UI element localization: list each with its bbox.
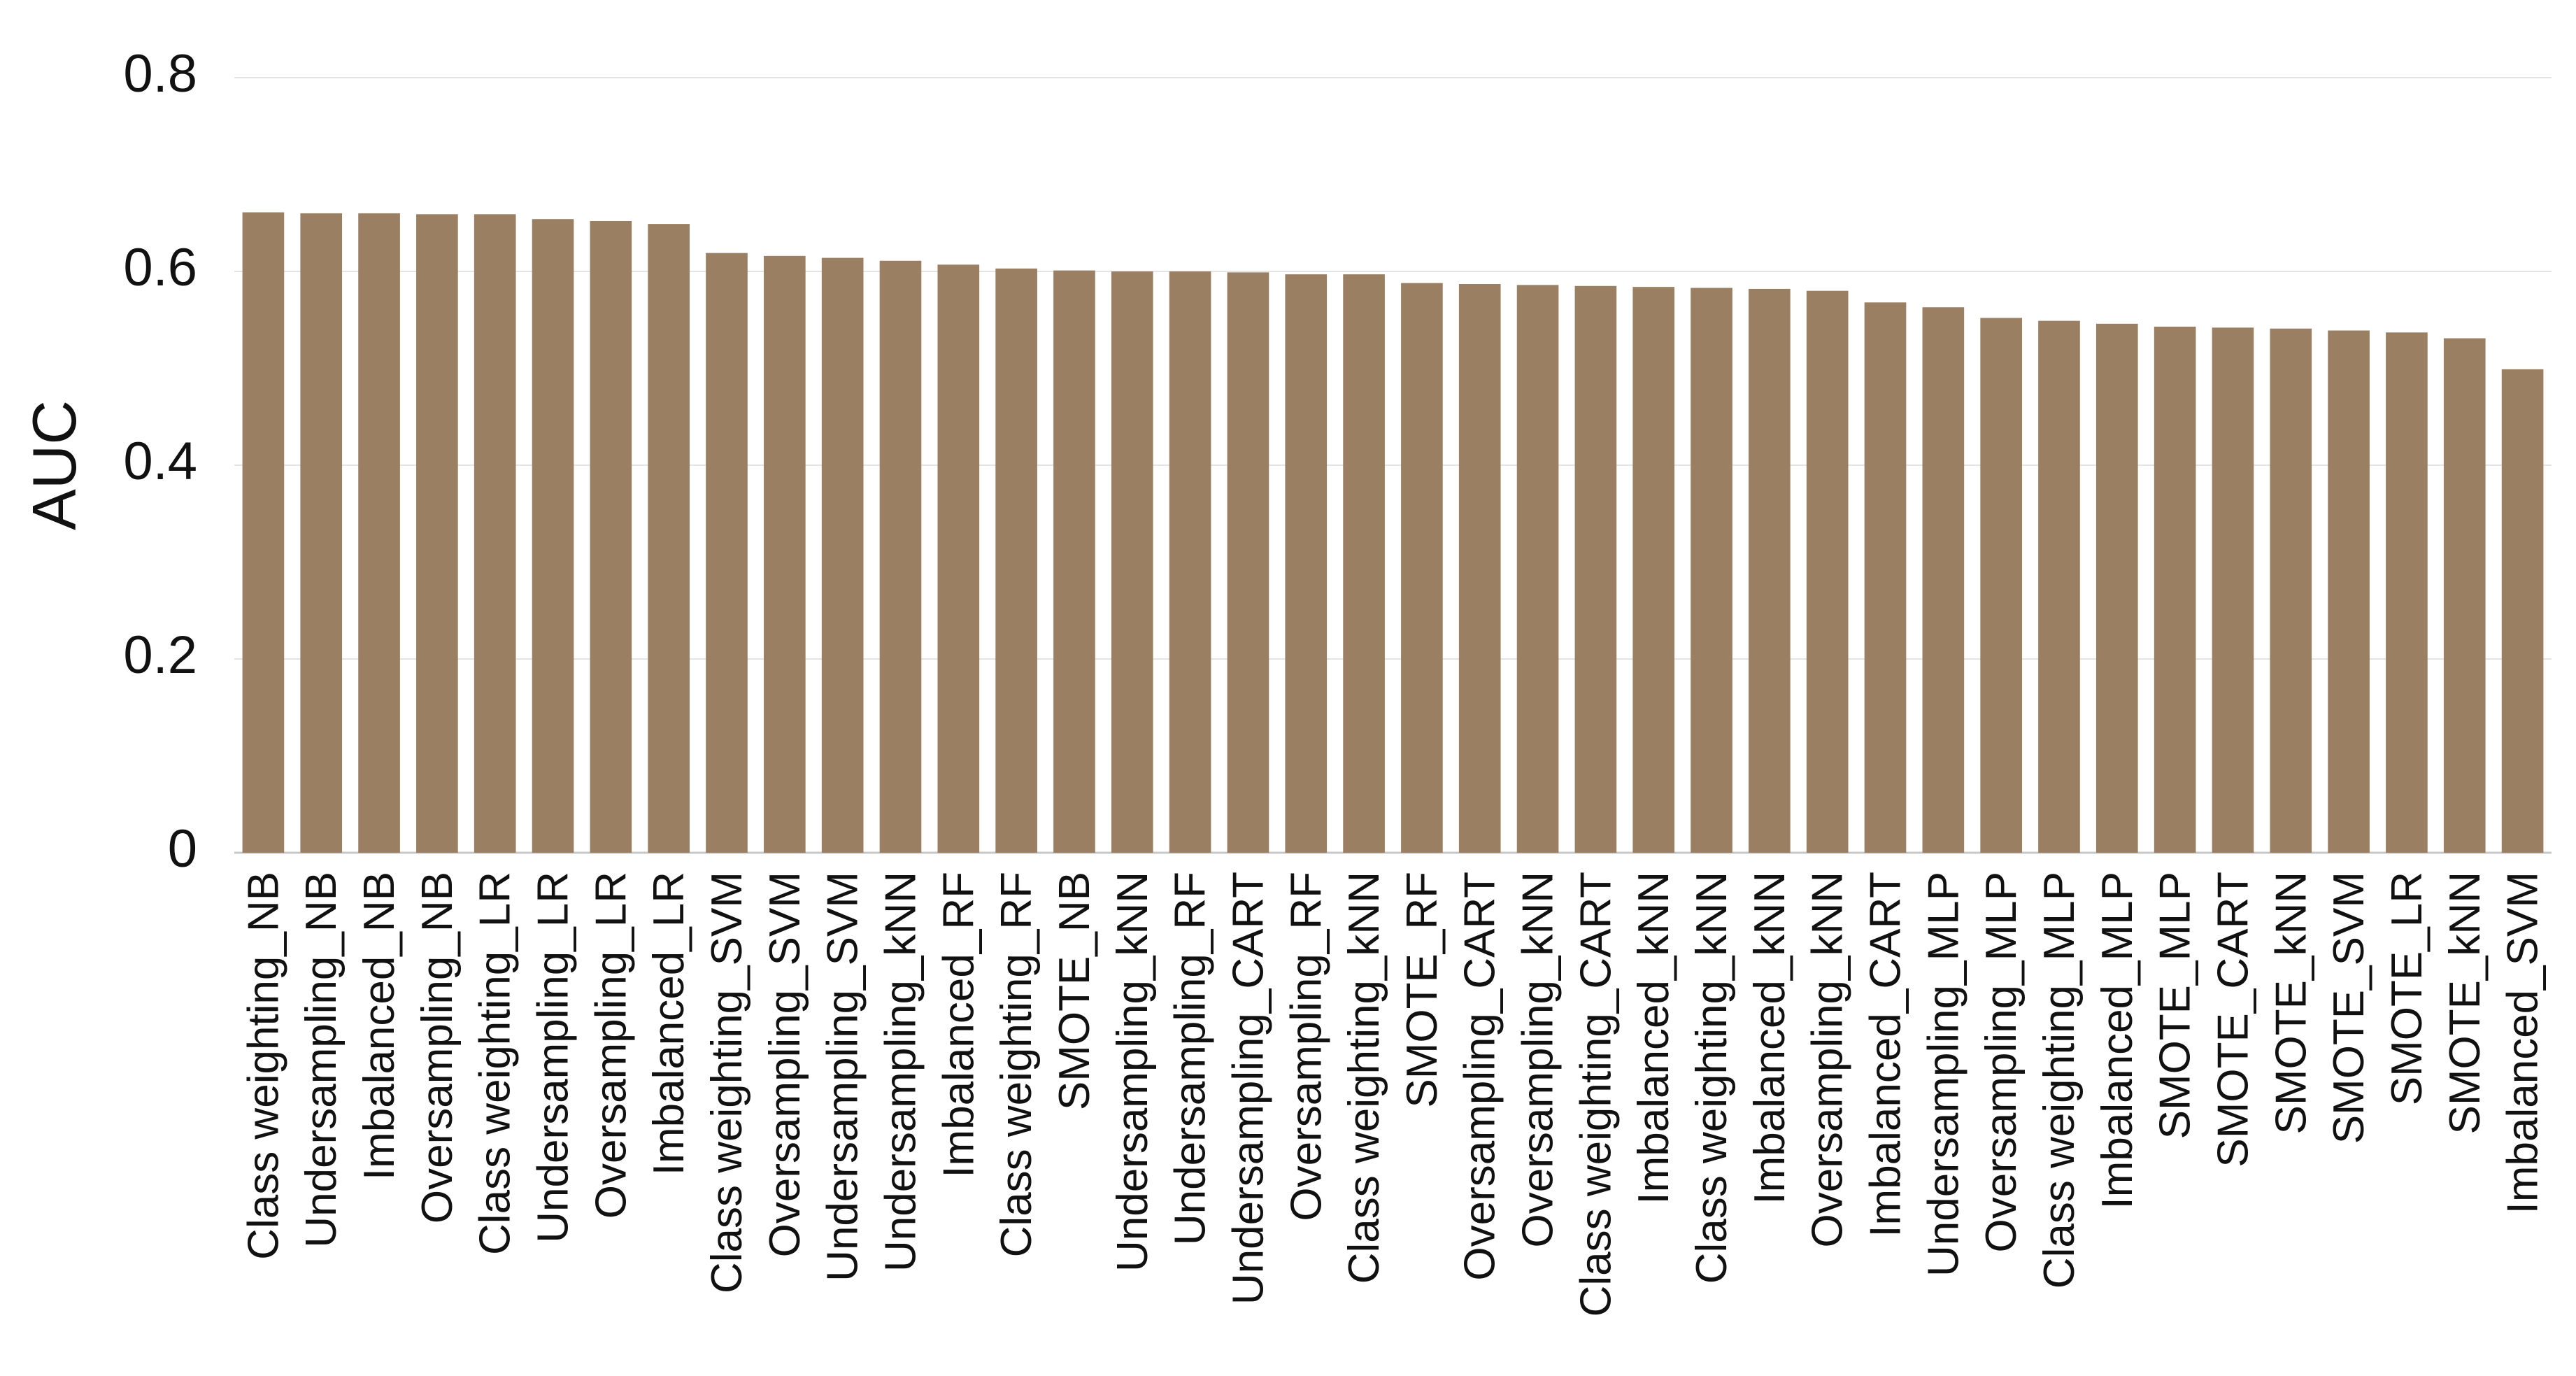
x-category-label: SMOTE_LR [2383,872,2431,1105]
bar [532,219,574,853]
bar [2328,330,2370,853]
y-tick-label: 0 [168,819,197,879]
x-category-label: Imbalanced_NB [355,872,404,1180]
x-category-label: SMOTE_kNN [2267,872,2315,1134]
bar [1516,285,1559,853]
x-category-label: Imbalanced_LR [645,872,693,1175]
x-category-label: Oversampling_MLP [1977,872,2026,1252]
bar [2386,332,2428,853]
bar [1749,288,1791,853]
x-category-label: Oversampling_kNN [1514,872,1563,1248]
bar [1574,285,1617,853]
x-category-label: Oversampling_LR [587,872,635,1219]
x-category-label: Imbalanced_RF [934,872,983,1178]
bar [995,268,1037,853]
x-category-label: Class weighting_NB [239,872,287,1260]
bar [474,214,516,853]
x-category-label: Oversampling_kNN [1804,872,1852,1248]
x-category-label: Class weighting_LR [471,872,520,1255]
x-category-label: Imbalanced_kNN [1746,872,1794,1205]
x-category-label: Imbalanced_kNN [1630,872,1678,1205]
x-category-label: SMOTE_kNN [2441,872,2489,1134]
x-category-label: Undersampling_kNN [1109,872,1157,1272]
bar [2038,320,2080,853]
bar [821,257,864,853]
bar [937,264,980,853]
bar [2501,369,2544,853]
x-category-label: Imbalanced_MLP [2093,872,2142,1210]
bar [1980,318,2022,853]
x-category-label: Undersampling_kNN [876,872,925,1272]
y-tick-label: 0.4 [123,432,197,491]
x-category-label: SMOTE_NB [1051,872,1099,1110]
bar [1922,307,1965,853]
x-category-label: Undersampling_NB [297,872,346,1248]
bar [2270,328,2312,853]
bar [1285,274,1328,853]
x-category-label: Undersampling_RF [1167,872,1215,1245]
bar [1864,302,1907,853]
x-category-label: Class weighting_MLP [2035,872,2084,1289]
bar [706,253,748,853]
x-category-label: Class weighting_kNN [1688,872,1736,1284]
bar [879,260,922,853]
bar [648,224,690,853]
bar [2212,327,2254,853]
bar [590,220,632,853]
bars [242,212,2544,853]
x-category-label: SMOTE_MLP [2151,872,2200,1139]
bar [764,255,806,853]
bar [300,213,343,853]
bar [1401,283,1443,853]
x-category-label: Oversampling_NB [413,872,462,1223]
bar [1169,271,1211,853]
y-tick-label: 0.8 [123,44,197,104]
bar [416,214,458,853]
y-axis-title: AUC [20,400,89,530]
bar [2443,338,2486,853]
x-category-label: SMOTE_RF [1398,872,1446,1108]
bar [1053,270,1095,853]
x-category-label: Oversampling_RF [1282,872,1330,1221]
bar [1806,290,1849,853]
bar [358,213,400,853]
x-category-label: SMOTE_CART [2209,872,2257,1168]
bar [1343,274,1385,853]
x-category-label: Class weighting_CART [1572,872,1620,1317]
bar [1691,288,1732,853]
bar [1632,287,1675,853]
x-category-label: Undersampling_CART [1224,872,1272,1305]
x-axis-category-labels: Class weighting_NB Undersampling_NB Imbala… [239,872,2547,1317]
x-category-label: SMOTE_SVM [2325,872,2373,1144]
x-category-label: Undersampling_MLP [1919,872,1967,1277]
bar [1458,284,1501,853]
bar [2095,323,2138,853]
bar [242,212,285,853]
x-category-label: Undersampling_LR [529,872,578,1243]
x-category-label: Class weighting_kNN [1340,872,1388,1284]
x-category-label: Imbalanced_CART [1862,872,1910,1237]
x-category-label: Undersampling_SVM [819,872,867,1282]
x-category-label: Class weighting_SVM [703,872,751,1293]
x-category-label: Oversampling_SVM [761,872,809,1257]
y-axis-ticks: 0 0.2 0.4 0.6 0.8 [123,44,197,879]
y-tick-label: 0.6 [123,238,197,297]
bar [1111,271,1153,853]
x-category-label: Class weighting_RF [992,872,1041,1257]
x-category-label: Oversampling_CART [1456,872,1504,1281]
y-tick-label: 0.2 [123,625,197,685]
bar [1227,272,1269,853]
gridlines [234,77,2552,854]
bar [2154,326,2196,853]
x-category-label: Imbalanced_SVM [2499,872,2547,1214]
